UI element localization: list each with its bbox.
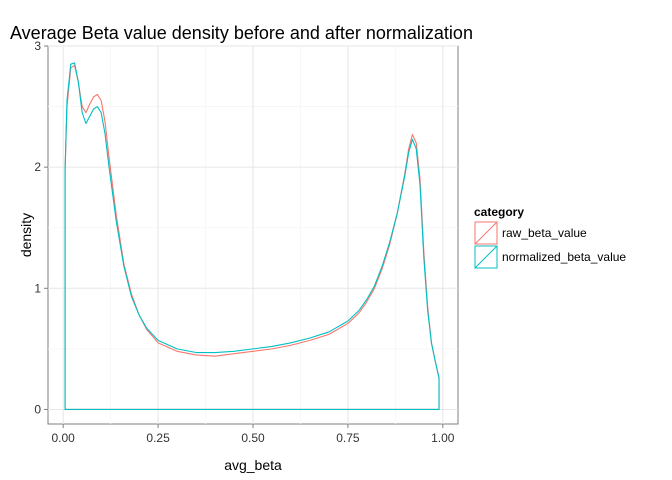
density-line-raw_beta_value <box>64 64 440 411</box>
density-line-normalized_beta_value <box>64 62 440 411</box>
y-axis-title: density <box>18 213 34 257</box>
legend: category raw_beta_value normalized_beta_v… <box>474 205 626 269</box>
y-tick-label: 1 <box>34 281 41 295</box>
x-tick-label: 0.25 <box>146 431 170 445</box>
chart-title: Average Beta value density before and af… <box>10 23 473 43</box>
legend-items: raw_beta_value normalized_beta_value <box>474 221 626 269</box>
x-axis-title: avg_beta <box>224 457 282 473</box>
density-series <box>64 62 440 411</box>
x-tick-label: 0.50 <box>241 431 265 445</box>
x-tick-label: 0.75 <box>336 431 360 445</box>
x-axis: 0.00 0.25 0.50 0.75 1.00 <box>52 424 455 445</box>
y-axis: 0 1 2 3 <box>34 39 48 416</box>
legend-label-raw_beta_value: raw_beta_value <box>502 226 587 240</box>
x-tick-label: 1.00 <box>431 431 455 445</box>
x-tick-label: 0.00 <box>52 431 76 445</box>
legend-label-normalized_beta_value: normalized_beta_value <box>502 250 626 264</box>
plot-panel <box>47 45 459 425</box>
y-tick-label: 0 <box>34 402 41 416</box>
legend-title: category <box>474 205 524 219</box>
y-tick-label: 3 <box>34 39 41 53</box>
y-tick-label: 2 <box>34 160 41 174</box>
legend-key-glyph <box>474 245 498 269</box>
legend-key-glyph <box>474 221 498 245</box>
